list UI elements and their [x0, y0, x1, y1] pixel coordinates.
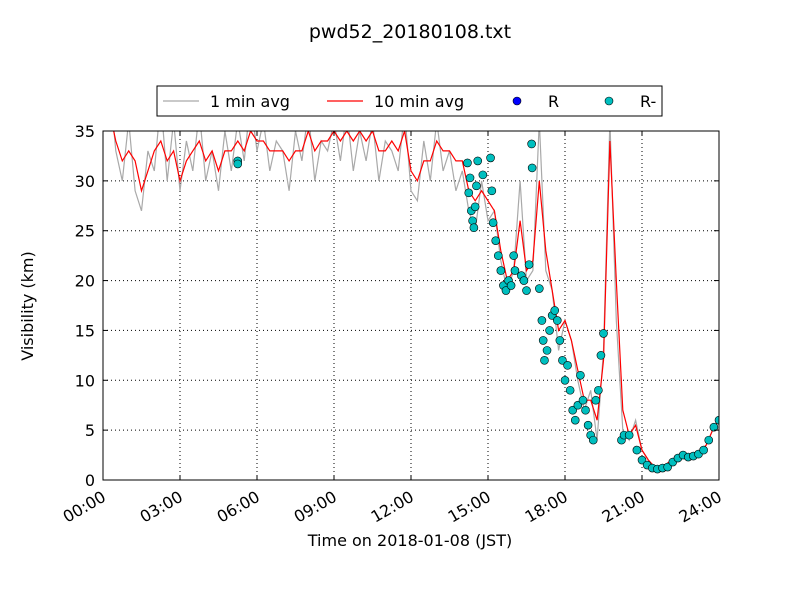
y-tick-label: 5 [85, 421, 95, 440]
data-point [542, 346, 552, 355]
data-point [535, 284, 544, 293]
data-point [573, 400, 583, 410]
data-point [486, 153, 495, 163]
data-point [470, 202, 480, 212]
data-point [552, 316, 562, 325]
data-point [563, 361, 572, 370]
data-point [522, 286, 531, 295]
data-line [113, 131, 719, 468]
chart-title: pwd52_20180108.txt [309, 21, 511, 43]
y-axis-label: Visibility (km) [18, 251, 37, 360]
data-point [558, 356, 567, 365]
y-tick-label: 15 [75, 321, 95, 340]
data-point [637, 455, 647, 465]
data-point [469, 223, 479, 233]
data-point [565, 385, 575, 395]
data-point [496, 266, 506, 275]
data-point [233, 159, 243, 169]
data-point [465, 173, 475, 183]
data-point [663, 462, 672, 472]
legend-swatch [512, 96, 522, 106]
data-point [704, 435, 714, 445]
data-point [478, 170, 488, 180]
data-point [501, 286, 511, 295]
data-point [581, 405, 590, 415]
data-point [493, 251, 503, 260]
legend-label: R- [640, 92, 656, 111]
data-point [510, 266, 520, 275]
legend: 1 min avg 10 min avg R R- [163, 92, 656, 111]
y-tick-label: 30 [75, 172, 95, 191]
legend-label: 1 min avg [210, 92, 290, 111]
data-point [555, 336, 565, 345]
y-tick-label: 10 [75, 371, 95, 390]
data-point [576, 370, 585, 380]
data-point [473, 156, 483, 166]
data-point [714, 415, 719, 425]
data-point [583, 420, 593, 430]
data-point [519, 276, 529, 285]
data-point [570, 415, 580, 425]
data-point [550, 306, 560, 315]
data-point [472, 181, 481, 191]
data-point [568, 405, 578, 415]
data-line [113, 131, 719, 469]
data-point [468, 216, 477, 226]
legend-swatch [604, 96, 614, 106]
data-point [632, 445, 642, 455]
data-point [537, 316, 547, 325]
data-point [463, 158, 472, 168]
data-point [527, 163, 537, 173]
data-point [487, 186, 497, 196]
legend-label: 10 min avg [374, 92, 464, 111]
data-point [509, 251, 518, 260]
data-point [699, 445, 708, 455]
data-point [464, 188, 474, 198]
data-point [560, 375, 570, 385]
plot-area [113, 131, 719, 474]
y-tick-label: 0 [85, 471, 95, 490]
data-point [527, 139, 536, 149]
legend-label: R [548, 92, 559, 111]
data-point [709, 422, 719, 432]
y-tick-label: 35 [75, 122, 95, 141]
y-tick-label: 20 [75, 272, 95, 291]
legend-box [156, 85, 663, 117]
data-point [491, 236, 501, 245]
x-axis-label: Time on 2018-01-08 (JST) [307, 531, 512, 550]
data-point [545, 326, 554, 335]
data-point [624, 430, 634, 440]
data-point [596, 351, 606, 360]
data-point [594, 385, 603, 395]
data-point [488, 218, 498, 228]
data-point [599, 329, 608, 338]
data-point [588, 435, 598, 445]
data-point [540, 356, 549, 365]
data-point [524, 260, 534, 269]
y-tick-label: 25 [75, 222, 95, 241]
data-point [538, 336, 548, 345]
data-point [591, 395, 601, 405]
data-point [578, 395, 588, 405]
data-point [506, 281, 516, 290]
